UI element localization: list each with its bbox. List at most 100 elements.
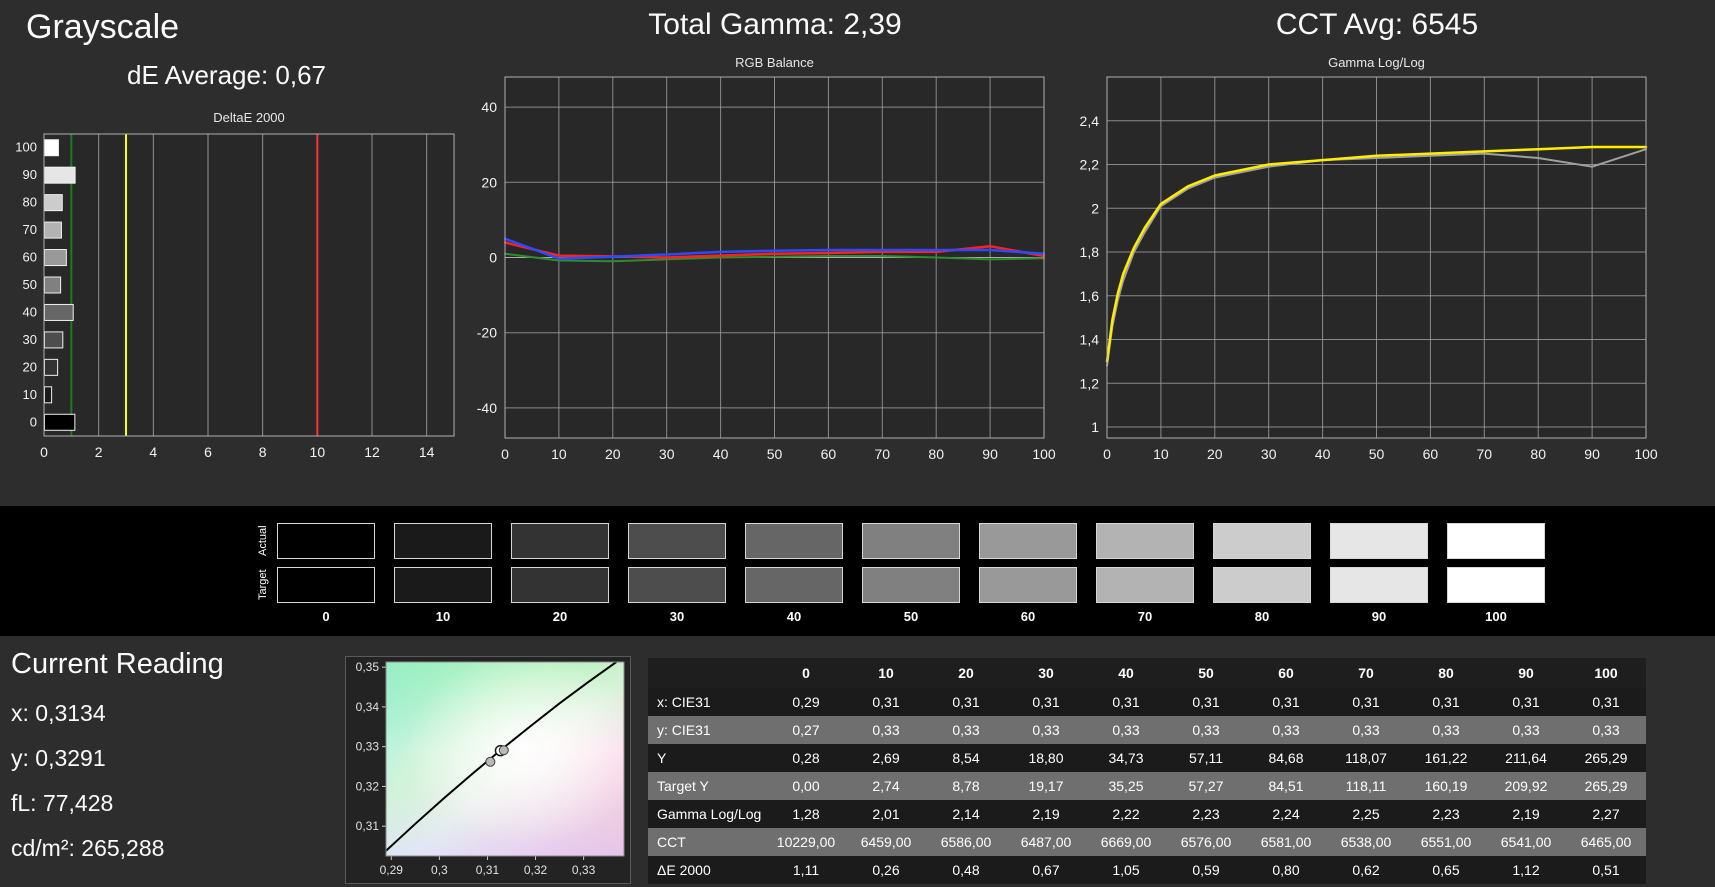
cct-avg-title: CCT Avg: 6545 [1275,8,1479,41]
svg-text:80: 80 [1530,446,1546,462]
table-cell: 0,28 [792,750,820,766]
swatch-level-label: 70 [1137,609,1153,624]
svg-text:50: 50 [767,446,783,462]
table-cell: 0,33 [1032,722,1060,738]
svg-text:20: 20 [481,174,497,190]
svg-text:70: 70 [1477,446,1493,462]
gamma-loglog-chart-title: Gamma Log/Log [1328,55,1425,70]
page-title: Grayscale [26,8,180,46]
current-reading-title: Current Reading [11,648,224,680]
table-cell: 57,11 [1189,750,1223,766]
swatch-level-label: 90 [1371,609,1387,624]
svg-text:60: 60 [821,446,837,462]
table-row-label: Target Y [657,778,709,794]
svg-text:2,4: 2,4 [1080,113,1100,129]
table-cell: 0,31 [1592,694,1620,710]
table-cell: 0,31 [1512,694,1540,710]
swatch-actual-100 [1447,523,1545,559]
swatch-level-label: 30 [669,609,685,624]
reading-y: y: 0,3291 [11,745,106,771]
svg-text:0: 0 [1103,446,1111,462]
table-cell: 2,24 [1272,806,1300,822]
svg-text:90: 90 [23,167,37,182]
swatch-actual-60 [979,523,1077,559]
svg-text:0,31: 0,31 [476,863,500,877]
table-row: x: CIE31 0,29 0,31 0,31 0,31 0,31 0,31 0,31 0,31… [648,688,1646,716]
de-average-label: dE Average: 0,67 [127,60,327,90]
table-cell: 161,22 [1424,750,1468,766]
measurements-table-wrap: 0 10 20 30 40 50 60 70 80 90 100 x: CIE31 0,29 0,31 0,… [648,658,1646,884]
swatch-target-20 [511,567,609,603]
swatch-actual-50 [862,523,960,559]
reading-x: x: 0,3134 [11,700,106,726]
table-cell: 0,29 [792,694,820,710]
grayscale-swatch-strip: 0 10 20 30 40 50 60 70 80 90 100 Actual Target [0,506,1715,636]
table-cell: 57,27 [1188,778,1224,794]
svg-text:4: 4 [149,444,157,460]
table-cell: 2,69 [872,750,900,766]
swatch-level-label: 50 [903,609,919,624]
table-cell: 0,31 [872,694,900,710]
svg-text:1,8: 1,8 [1080,244,1100,260]
table-cell: 0,62 [1352,862,1380,878]
table-col-header: 70 [1358,665,1374,681]
reading-cdm2: cd/m²: 265,288 [11,835,165,861]
svg-text:1,6: 1,6 [1080,288,1100,304]
table-corner-cell [648,658,766,688]
svg-text:30: 30 [659,446,675,462]
table-col-header: 40 [1118,665,1134,681]
svg-text:100: 100 [1634,446,1658,462]
table-cell: 0,00 [792,778,820,794]
table-cell: 118,07 [1345,750,1387,766]
swatch-actual-40 [745,523,843,559]
swatch-level-label: 80 [1254,609,1270,624]
swatch-level-label: 20 [552,609,568,624]
svg-text:0,34: 0,34 [356,700,380,714]
svg-text:0,31: 0,31 [356,819,380,833]
table-col-header: 30 [1038,665,1054,681]
table-cell: 35,25 [1108,778,1144,794]
swatch-target-90 [1330,567,1428,603]
table-cell: 6459,00 [860,834,912,850]
swatch-target-60 [979,567,1077,603]
cie-chromaticity-panel: 0,35 0,34 0,33 0,32 0,31 0,29 0,3 0,31 0,32 0,33 [345,656,631,884]
table-cell: 2,19 [1512,806,1540,822]
table-cell: 118,11 [1345,778,1387,794]
svg-text:100: 100 [1032,446,1056,462]
table-cell: 1,11 [792,862,820,878]
svg-text:0: 0 [489,250,497,266]
swatch-actual-80 [1213,523,1311,559]
table-cell: 0,31 [952,694,980,710]
table-cell: 0,48 [952,862,980,878]
table-cell: 6581,00 [1260,834,1312,850]
svg-text:100: 100 [15,140,37,155]
svg-text:40: 40 [481,99,497,115]
table-cell: 2,23 [1432,806,1460,822]
swatch-target-80 [1213,567,1311,603]
table-cell: 209,92 [1504,778,1548,794]
table-cell: 0,33 [1512,722,1540,738]
table-cell: 6586,00 [940,834,992,850]
total-gamma-title: Total Gamma: 2,39 [648,8,902,41]
swatch-actual-70 [1096,523,1194,559]
table-col-header: 50 [1198,665,1214,681]
table-cell: 0,33 [952,722,980,738]
svg-text:1,2: 1,2 [1080,375,1100,391]
svg-text:40: 40 [23,304,37,319]
table-row-label: y: CIE31 [657,722,711,738]
swatch-target-70 [1096,567,1194,603]
svg-text:0,3: 0,3 [431,863,448,877]
swatch-actual-30 [628,523,726,559]
table-cell: 1,28 [792,806,820,822]
table-cell: 0,31 [1112,694,1140,710]
table-cell: 2,19 [1032,806,1060,822]
table-col-header: 80 [1438,665,1454,681]
table-cell: 1,12 [1512,862,1540,878]
table-cell: 0,67 [1032,862,1060,878]
table-row-label: ΔE 2000 [657,862,711,878]
svg-text:50: 50 [1369,446,1385,462]
table-col-header: 10 [878,665,894,681]
swatch-actual-90 [1330,523,1428,559]
table-cell: 2,25 [1352,806,1380,822]
